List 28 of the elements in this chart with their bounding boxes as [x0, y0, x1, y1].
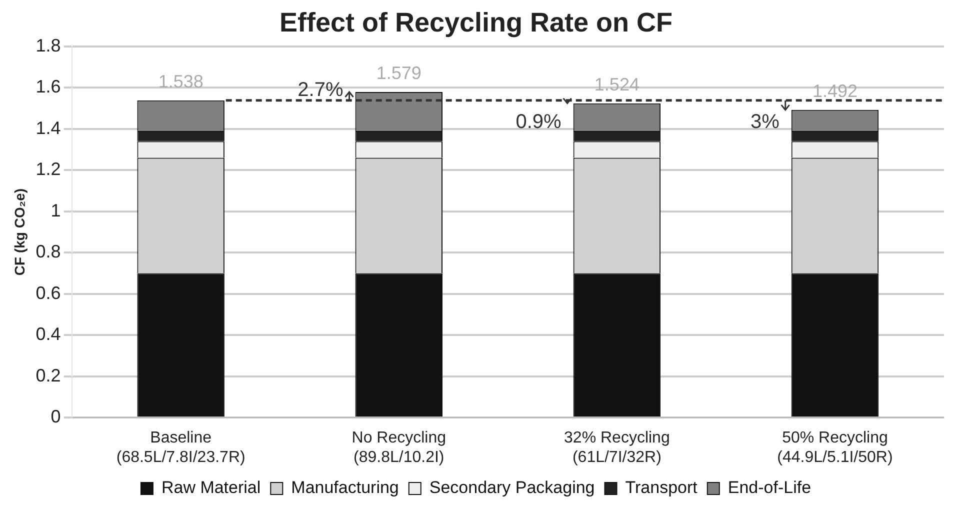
total-label: 1.538 [158, 71, 204, 92]
total-label: 1.492 [812, 80, 858, 101]
y-tick-label: 1 [50, 200, 61, 220]
y-tick-label: 0.8 [36, 242, 61, 262]
y-axis-title: CF (kg CO₂e) [11, 188, 28, 276]
y-tick-label: 1.4 [36, 118, 61, 138]
y-tick-label: 1.6 [36, 76, 61, 97]
y-tick-label: 0 [50, 406, 61, 427]
legend-label: Transport [625, 478, 698, 498]
total-label: 1.524 [594, 74, 640, 94]
x-tick-label: No Recycling (89.8L/10.2I) [352, 430, 446, 466]
y-tick-label: 0.2 [36, 365, 61, 386]
legend-label: Raw Material [161, 478, 261, 498]
chart-title: Effect of Recycling Rate on CF [279, 8, 673, 38]
legend-label: Secondary Packaging [429, 478, 595, 498]
legend-label: End-of-Life [728, 478, 812, 498]
x-tick-label: 50% Recycling (44.9L/5.1I/50R) [777, 430, 893, 466]
y-tick-label: 0.6 [36, 282, 61, 303]
y-tick-label: 0.4 [36, 324, 61, 344]
x-tick-label: 32% Recycling (61L/7I/32R) [564, 430, 670, 466]
y-tick-label: 1.2 [36, 159, 61, 180]
legend-label: Manufacturing [291, 478, 399, 498]
annotation: 2.7% [298, 78, 344, 101]
annotation: 3% [750, 110, 780, 133]
y-tick-label: 1.8 [36, 35, 61, 56]
x-tick-label: Baseline (68.5L/7.8I/23.7R) [116, 430, 246, 466]
annotation: 0.9% [516, 110, 562, 133]
total-label: 1.579 [376, 62, 422, 83]
